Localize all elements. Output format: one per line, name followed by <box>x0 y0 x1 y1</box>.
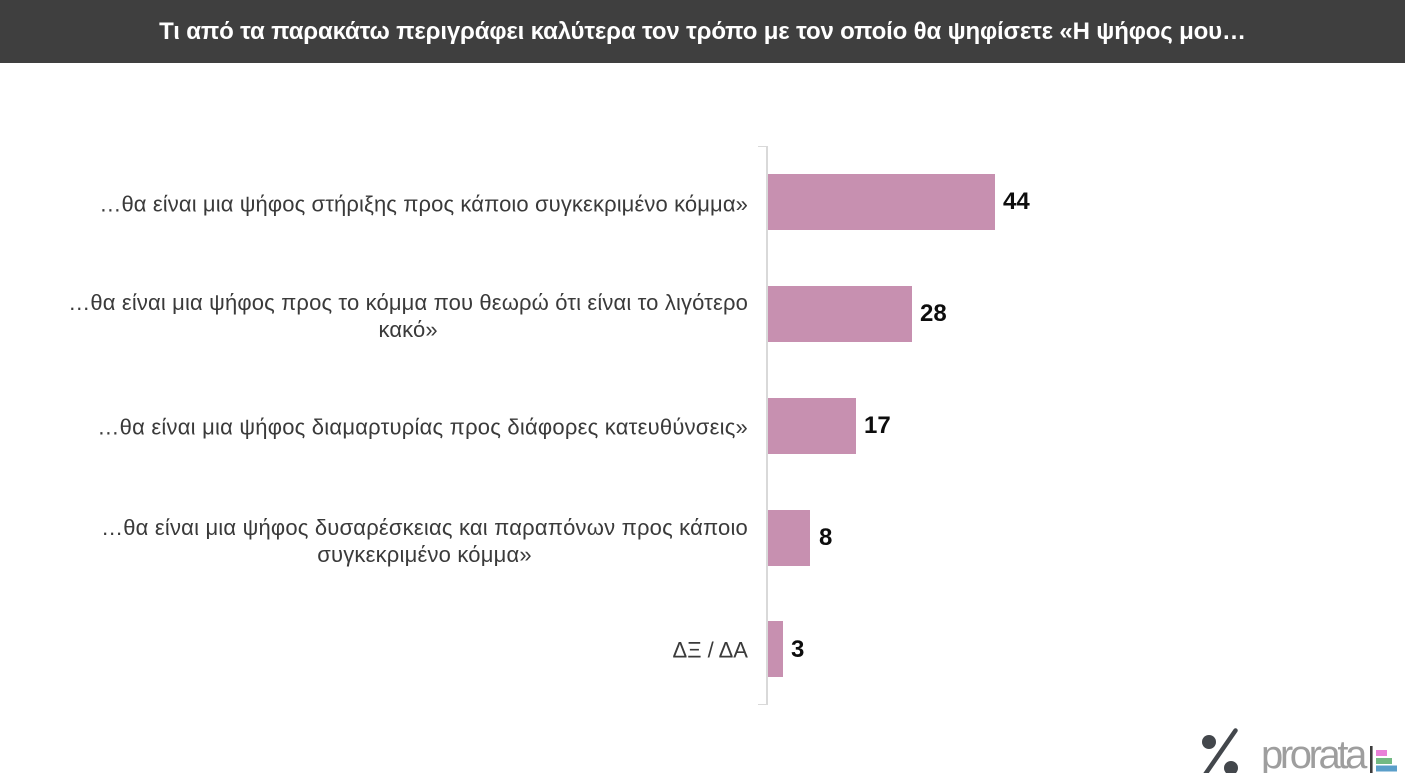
svg-text:prorata: prorata <box>1261 733 1368 773</box>
